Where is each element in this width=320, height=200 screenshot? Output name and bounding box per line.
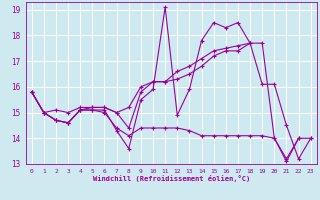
X-axis label: Windchill (Refroidissement éolien,°C): Windchill (Refroidissement éolien,°C) xyxy=(92,175,250,182)
